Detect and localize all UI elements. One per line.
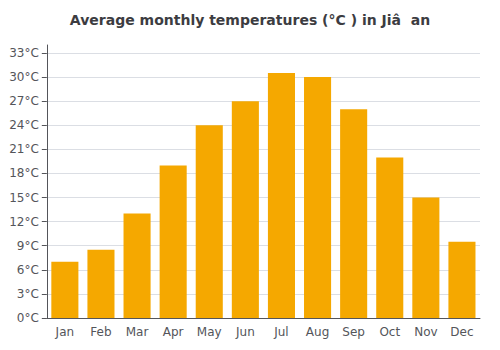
svg-text:24°C: 24°C [9, 118, 39, 132]
svg-text:30°C: 30°C [9, 70, 39, 84]
svg-text:12°C: 12°C [9, 215, 39, 229]
svg-text:Dec: Dec [450, 325, 473, 339]
svg-text:Oct: Oct [379, 325, 400, 339]
svg-text:Jan: Jan [55, 325, 75, 339]
svg-text:21°C: 21°C [9, 142, 39, 156]
svg-text:Sep: Sep [342, 325, 365, 339]
svg-text:33°C: 33°C [9, 46, 39, 60]
svg-text:Nov: Nov [414, 325, 437, 339]
svg-text:27°C: 27°C [9, 94, 39, 108]
svg-text:Jun: Jun [235, 325, 255, 339]
svg-text:0°C: 0°C [17, 311, 39, 325]
svg-text:3°C: 3°C [17, 287, 39, 301]
svg-text:Aug: Aug [306, 325, 329, 339]
svg-text:Feb: Feb [90, 325, 111, 339]
svg-text:May: May [197, 325, 222, 339]
svg-text:Average monthly temperatures (: Average monthly temperatures (°C ) in Ji… [70, 12, 430, 28]
svg-text:Mar: Mar [126, 325, 149, 339]
svg-text:Apr: Apr [163, 325, 184, 339]
svg-text:15°C: 15°C [9, 191, 39, 205]
svg-text:18°C: 18°C [9, 166, 39, 180]
svg-text:9°C: 9°C [17, 239, 39, 253]
svg-text:Jul: Jul [273, 325, 288, 339]
svg-text:6°C: 6°C [17, 263, 39, 277]
